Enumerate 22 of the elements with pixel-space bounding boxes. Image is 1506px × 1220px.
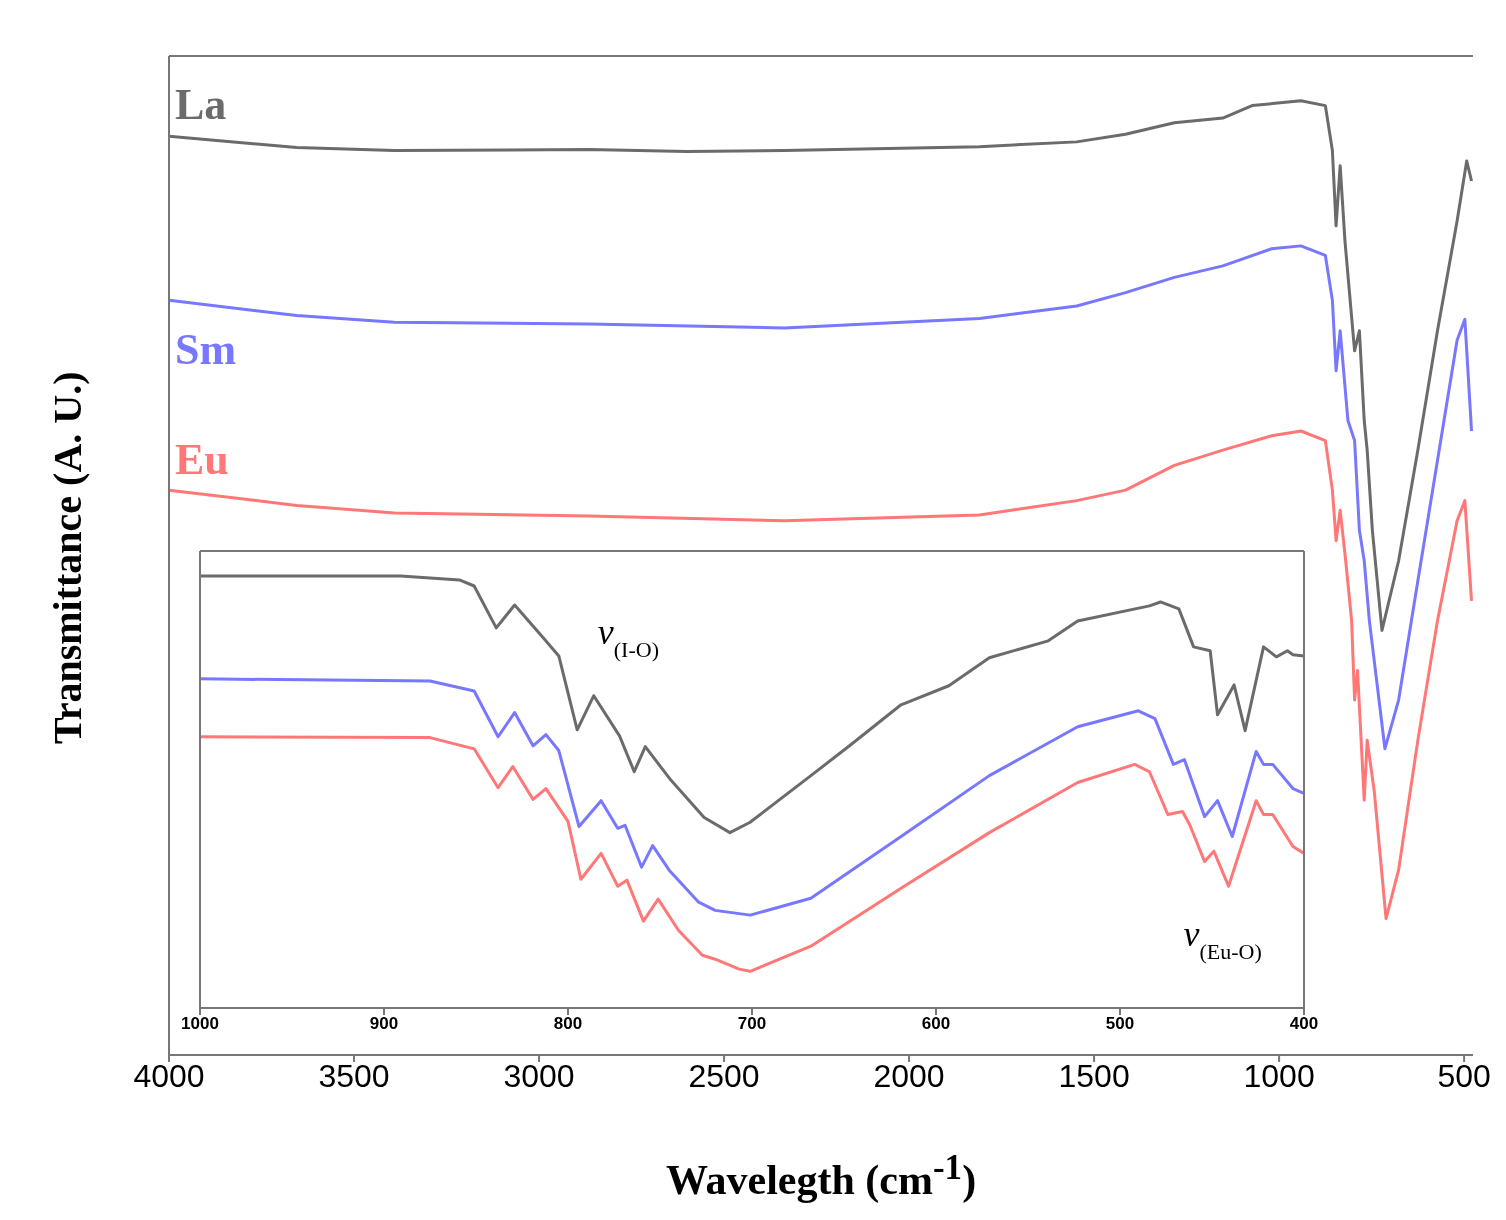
x-tick-label: 600	[921, 1014, 951, 1034]
x-tick-label: 800	[553, 1014, 583, 1034]
x-tick-label: 500	[1105, 1014, 1135, 1034]
x-tick-label: 1000	[181, 1014, 219, 1034]
x-tick-label: 3000	[503, 1057, 575, 1094]
x-tick-label: 900	[369, 1014, 399, 1034]
x-tick-label: 1500	[1058, 1057, 1130, 1094]
y-axis-title: Transmittance (A. U.)	[44, 370, 91, 747]
x-tick-label: 1000	[1243, 1057, 1315, 1094]
series-label: Eu	[175, 434, 229, 484]
x-tick-label: 500	[1437, 1057, 1491, 1094]
series-label: Sm	[175, 324, 237, 374]
x-tick-label: 700	[737, 1014, 767, 1034]
x-tick-label: 4000	[133, 1057, 205, 1094]
x-tick-label: 2000	[873, 1057, 945, 1094]
annotation: ν$_{(I-O)}$	[597, 612, 659, 663]
series-label: La	[175, 80, 227, 130]
x-tick-label: 400	[1289, 1014, 1319, 1034]
x-tick-label: 3500	[318, 1057, 390, 1094]
x-axis-title: Wavelegth (cm$^{-1}$)	[664, 1148, 978, 1204]
annotation: ν$_{(Eu-O)}$	[1183, 914, 1262, 965]
x-tick-label: 2500	[688, 1057, 760, 1094]
